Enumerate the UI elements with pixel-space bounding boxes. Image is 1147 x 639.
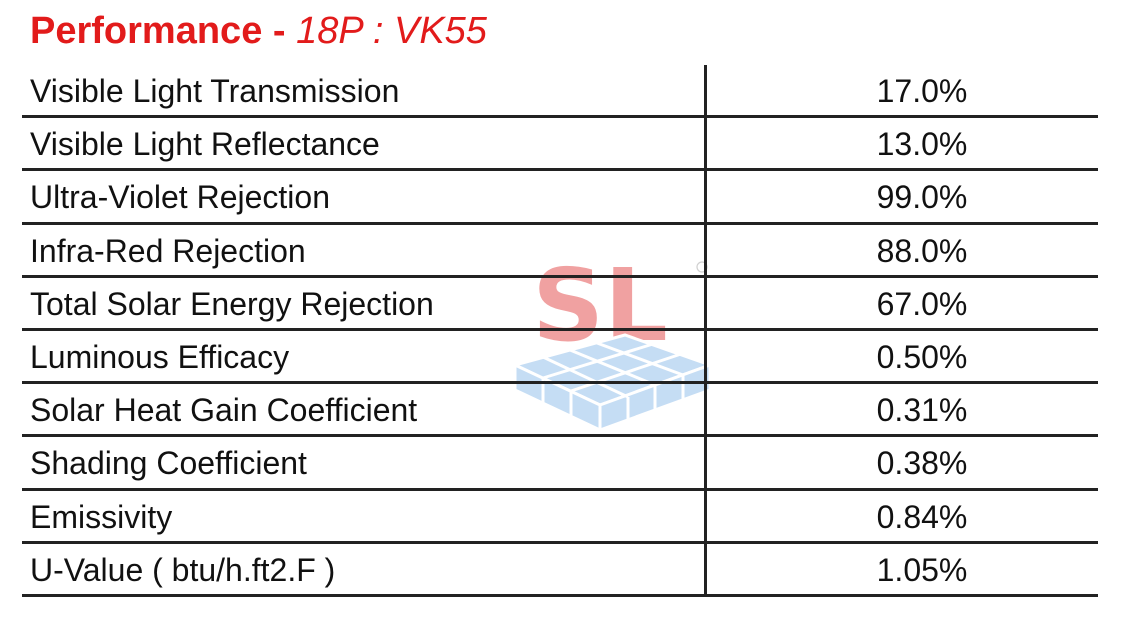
table-row: Infra-Red Rejection 88.0%: [22, 225, 1098, 278]
title-product: 18P : VK55: [296, 10, 487, 52]
property-value: 17.0%: [876, 73, 968, 109]
column-divider: [704, 65, 707, 597]
title-main: Performance -: [30, 10, 297, 52]
logo-registered: [696, 261, 708, 273]
table-row: U-Value ( btu/h.ft2.F ) 1.05%: [22, 544, 1098, 597]
property-label: Visible Light Transmission: [30, 73, 400, 109]
table-row: Emissivity 0.84%: [22, 491, 1098, 544]
property-value: 0.38%: [876, 445, 968, 482]
property-label: Visible Light Reflectance: [30, 126, 380, 163]
table-row: Total Solar Energy Rejection 67.0%: [22, 278, 1098, 331]
property-label: Infra-Red Rejection: [30, 232, 306, 269]
property-value: 67.0%: [876, 285, 968, 322]
property-value: 88.0%: [876, 232, 968, 269]
property-value: 0.84%: [876, 498, 968, 535]
property-value: 0.50%: [876, 338, 968, 375]
property-label: Emissivity: [30, 498, 173, 535]
table-row: Solar Heat Gain Coefficient 0.31%: [22, 384, 1098, 438]
table-row: Visible Light Transmission 17.0%: [22, 65, 1098, 119]
property-label: Shading Coefficient: [30, 445, 307, 482]
table-row: Luminous Efficacy 0.50%: [22, 331, 1098, 385]
table-row: Ultra-Violet Rejection 99.0%: [22, 171, 1098, 225]
property-label: Ultra-Violet Rejection: [30, 179, 330, 216]
property-label: Solar Heat Gain Coefficient: [30, 392, 418, 429]
property-label: U-Value ( btu/h.ft2.F ): [30, 551, 336, 588]
table-row: Shading Coefficient 0.38%: [22, 437, 1098, 491]
property-value: 99.0%: [876, 179, 968, 216]
property-label: Luminous Efficacy: [30, 338, 290, 375]
logo-grid: [510, 333, 715, 433]
logo-text: SL: [532, 255, 668, 364]
property-value: 1.05%: [876, 551, 968, 588]
title: Performance - 18P : VK55: [30, 10, 487, 53]
property-value: 0.31%: [876, 392, 968, 429]
performance-table: Visible Light Transmission 17.0% Visible L…: [22, 65, 1098, 597]
property-value: 13.0%: [876, 126, 968, 163]
watermark-logo: SL: [510, 255, 715, 433]
table-row: Visible Light Reflectance 13.0%: [22, 118, 1098, 172]
property-label: Total Solar Energy Rejection: [30, 285, 434, 322]
